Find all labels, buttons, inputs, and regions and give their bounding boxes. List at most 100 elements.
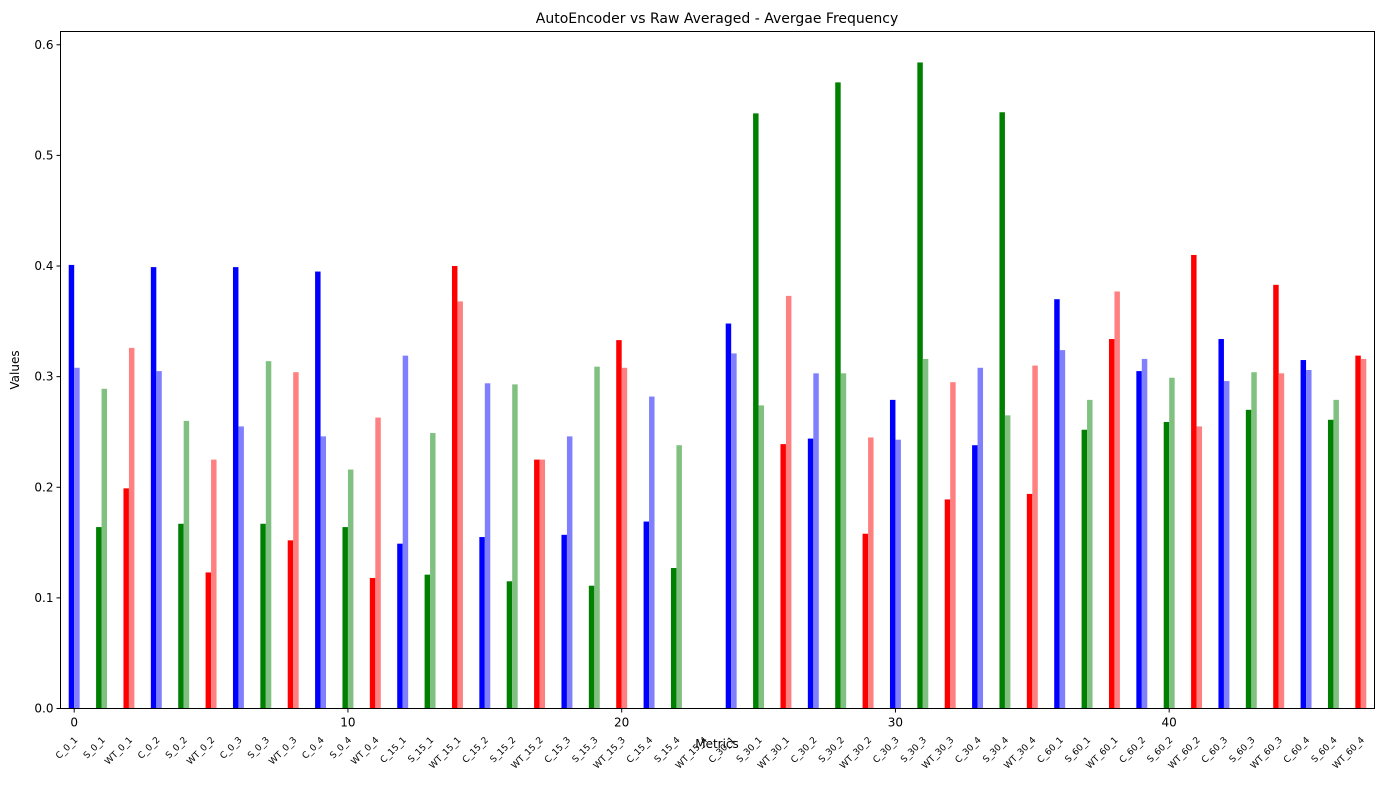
x-tick-label: 10	[340, 716, 355, 730]
y-tick-label: 0.3	[34, 370, 53, 384]
category-label: C_30_2	[789, 736, 819, 766]
category-label: C_0_1	[54, 736, 80, 762]
category-label: S_0_1	[82, 736, 108, 762]
category-label: WT_0_3	[268, 736, 300, 768]
x-tick-label: 30	[888, 716, 903, 730]
bar-C_60_1-series-2	[1059, 350, 1066, 709]
bar-WT_30_3-series-1	[944, 499, 951, 709]
bar-S_30_3-series-2	[922, 358, 929, 709]
bar-C_30_3-series-1	[889, 399, 896, 709]
bar-C_15_1-series-2	[402, 355, 409, 709]
bar-S_0_2-series-2	[183, 420, 190, 709]
bar-C_15_1-series-1	[397, 543, 403, 709]
bar-S_15_4-series-1	[670, 568, 677, 709]
category-label: WT_0_2	[185, 736, 217, 768]
bar-C_30_4-series-1	[972, 445, 978, 709]
bar-WT_30_4-series-2	[1032, 365, 1038, 709]
bar-S_0_3-series-2	[265, 361, 272, 709]
bar-WT_0_4-series-1	[369, 577, 376, 709]
plot-frame	[60, 31, 1375, 709]
category-label: C_15_1	[379, 736, 409, 766]
bar-S_0_4-series-2	[347, 469, 354, 709]
bar-C_0_4-series-1	[315, 271, 321, 709]
x-axis: 0 10 20 30 40	[70, 708, 1177, 730]
bar-C_15_2-series-2	[484, 383, 491, 709]
bar-C_60_2-series-1	[1136, 371, 1142, 709]
x-tick-label: 40	[1162, 716, 1177, 730]
bar-WT_30_1-series-1	[780, 444, 786, 709]
category-label: C_60_2	[1118, 736, 1148, 766]
x-tick-label: 0	[70, 716, 78, 730]
bar-WT_15_3-series-2	[621, 367, 628, 709]
bar-C_60_4-series-2	[1306, 370, 1312, 709]
bar-S_60_1-series-2	[1087, 399, 1093, 709]
bar-WT_60_1-series-1	[1108, 339, 1115, 709]
bar-S_30_2-series-1	[835, 82, 841, 709]
bar-WT_60_3-series-1	[1273, 284, 1279, 709]
category-label: S_0_2	[164, 736, 190, 762]
bar-S_60_2-series-2	[1169, 377, 1175, 709]
bar-WT_0_2-series-1	[205, 572, 212, 709]
bar-WT_0_2-series-2	[211, 459, 217, 709]
bar-WT_15_2-series-2	[539, 459, 546, 709]
category-label: C_60_3	[1200, 736, 1230, 766]
bar-C_15_2-series-1	[479, 537, 485, 709]
bar-S_0_2-series-1	[178, 523, 184, 709]
bar-C_15_4-series-2	[649, 396, 655, 709]
category-label: C_0_4	[301, 735, 327, 761]
bar-WT_0_3-series-1	[287, 540, 294, 709]
bar-S_0_1-series-1	[96, 527, 102, 709]
bar-WT_15_3-series-1	[616, 340, 622, 709]
y-tick-label: 0.5	[34, 148, 53, 162]
bar-C_30_4-series-2	[977, 367, 984, 709]
bar-C_15_3-series-2	[566, 436, 573, 709]
bar-S_30_1-series-1	[753, 113, 759, 709]
bar-S_15_3-series-1	[588, 585, 595, 709]
bar-S_30_4-series-2	[1004, 415, 1011, 709]
category-label: S_0_3	[246, 736, 272, 762]
bar-S_60_3-series-1	[1245, 409, 1252, 709]
bar-WT_30_2-series-1	[862, 533, 869, 709]
category-label: S_0_4	[328, 735, 354, 761]
bar-WT_15_1-series-2	[457, 301, 463, 709]
y-axis: 0.0 0.1 0.2 0.3 0.4 0.5 0.6	[34, 38, 61, 716]
bar-WT_0_1-series-1	[123, 488, 129, 709]
bar-WT_0_4-series-2	[375, 417, 381, 709]
bar-WT_30_4-series-1	[1026, 493, 1033, 709]
bar-S_15_1-series-1	[424, 574, 431, 709]
category-label: C_30_3	[872, 736, 902, 766]
y-tick-label: 0.2	[34, 480, 53, 494]
y-tick-label: 0.0	[34, 702, 53, 716]
bar-S_60_2-series-1	[1163, 421, 1170, 709]
bar-S_30_2-series-2	[840, 373, 847, 709]
bar-C_60_1-series-1	[1054, 299, 1060, 709]
bar-C_30_3-series-2	[895, 439, 901, 709]
category-label: C_30_4	[954, 735, 984, 765]
y-axis-label: Values	[8, 350, 22, 389]
x-tick-label: 20	[614, 716, 629, 730]
bar-C_60_2-series-2	[1141, 358, 1148, 709]
bar-C_30_1-series-1	[725, 323, 732, 709]
bars-group	[68, 62, 1367, 709]
x-axis-label: Metrics	[695, 737, 739, 751]
y-tick-label: 0.6	[34, 38, 53, 52]
category-label: C_0_3	[219, 736, 245, 762]
bar-WT_60_4-series-1	[1355, 355, 1361, 709]
category-label: WT_0_4	[350, 735, 382, 767]
bar-WT_60_3-series-2	[1278, 373, 1285, 709]
bar-C_15_4-series-1	[643, 521, 650, 709]
category-label: C_60_1	[1036, 736, 1066, 766]
bar-S_15_1-series-2	[430, 433, 436, 709]
bar-S_15_4-series-2	[676, 445, 682, 709]
bar-S_0_4-series-1	[342, 527, 348, 709]
bar-C_60_3-series-1	[1218, 339, 1224, 709]
bar-S_60_4-series-1	[1327, 419, 1334, 709]
bar-C_0_1-series-2	[74, 367, 80, 709]
chart-title: AutoEncoder vs Raw Averaged - Avergae Fr…	[536, 11, 898, 27]
bar-WT_60_2-series-2	[1196, 426, 1203, 709]
bar-WT_15_1-series-1	[451, 266, 458, 709]
category-label: C_15_3	[543, 736, 573, 766]
bar-WT_60_4-series-2	[1360, 358, 1367, 709]
bar-C_0_2-series-1	[150, 267, 157, 709]
